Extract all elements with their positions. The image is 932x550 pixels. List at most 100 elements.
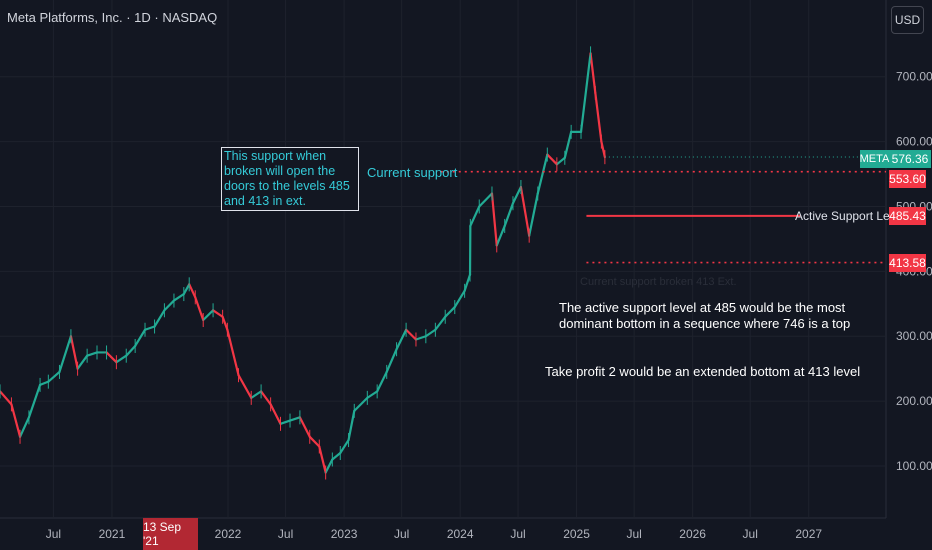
x-tick-label: Jul [510,527,525,541]
active-support-price-tag: 485.43 [889,207,926,225]
price-segment [536,153,549,195]
price-segment [339,438,350,455]
price-segment [269,403,282,425]
price-segment [47,370,61,383]
price-segment [58,335,73,374]
price-segment [324,458,334,474]
price-segment [188,283,197,299]
price-segment [495,224,506,247]
price-segment [250,390,263,399]
price-segment [86,351,99,357]
price-segment [444,305,456,318]
price-segment [424,328,437,338]
price-segment [125,344,137,357]
x-tick-label: 2025 [563,527,590,541]
price-segment [563,130,573,159]
price-segment [414,335,427,341]
x-tick-label: Jul [626,527,641,541]
analysis-note-1[interactable]: The active support level at 485 would be… [559,300,851,331]
price-segment [18,416,31,438]
price-segment [0,390,13,406]
price-segment [385,348,398,374]
price-segment [202,309,215,322]
price-segment [143,325,156,331]
x-tick-label: Jul [743,527,758,541]
price-segment [600,140,606,159]
price-segment [134,328,147,348]
price-segment [519,185,531,237]
y-tick-label: 700.00 [896,70,932,84]
price-segment [594,91,603,143]
support-note-box[interactable]: This support when broken will open the d… [221,147,359,211]
y-tick-label: 600.00 [896,135,932,149]
extended-support-price-tag: 413.58 [889,254,926,272]
price-segment [405,328,418,341]
price-segment [318,445,327,474]
price-segment [555,156,566,166]
price-segment [115,354,128,364]
price-segment [259,390,272,406]
price-segment [589,52,597,95]
price-segment [105,351,118,364]
price-segment [172,292,185,302]
price-segment [434,315,447,331]
price-segment [395,328,408,351]
price-segment [211,309,224,318]
ghost-note: Current support broken 413 Ext. [580,276,737,288]
x-tick-label: 2021 [99,527,126,541]
symbol-price-tag: META [860,150,889,168]
y-tick-label: 300.00 [896,329,932,343]
price-segment [463,273,472,292]
y-tick-label: 100.00 [896,459,932,473]
price-segment [490,192,498,247]
price-segment [478,192,494,208]
price-segment [194,296,205,322]
x-tick-label: 2026 [679,527,706,541]
price-segment [579,52,592,133]
x-tick-label: Jul [46,527,61,541]
last-price-tag: 576.36 [889,150,931,168]
x-tick-label: 2027 [795,527,822,541]
x-tick-label: Jul [394,527,409,541]
price-segment [511,185,523,205]
price-segment [76,354,89,370]
price-segment [153,309,166,328]
current-support-label[interactable]: Current support [367,165,458,180]
price-segment [469,205,481,228]
x-tick-label: 2022 [215,527,242,541]
price-segment [10,403,22,438]
price-segment [288,416,301,422]
x-tick-label: Jul [278,527,293,541]
current-support-price-tag: 553.60 [889,170,926,188]
y-tick-label: 200.00 [896,394,932,408]
price-segment [221,315,229,331]
price-segment [38,380,50,386]
price-segment [331,451,342,461]
price-segment [226,328,240,377]
crosshair-date-label: 13 Sep '21 [143,518,198,550]
price-segment [503,202,515,228]
price-segment [69,335,79,370]
price-segment [27,383,42,419]
currency-button[interactable]: USD [891,6,924,34]
price-segment [453,289,466,309]
price-segment [366,390,379,399]
x-tick-label: 2023 [331,527,358,541]
price-segment [298,416,311,438]
analysis-note-2[interactable]: Take profit 2 would be an extended botto… [545,364,861,379]
symbol-title: Meta Platforms, Inc. · 1D · NASDAQ [7,10,218,25]
price-segment [546,153,558,166]
price-segment [237,374,253,399]
price-segment [376,370,388,393]
price-segment [308,435,321,448]
price-segment [347,409,356,442]
x-tick-label: 2024 [447,527,474,541]
price-segment [182,283,191,296]
price-segment [353,396,369,412]
price-segment [528,192,539,237]
active-support-label[interactable]: Active Support Level [795,209,906,223]
price-segment [163,299,176,312]
price-segment [279,419,292,425]
